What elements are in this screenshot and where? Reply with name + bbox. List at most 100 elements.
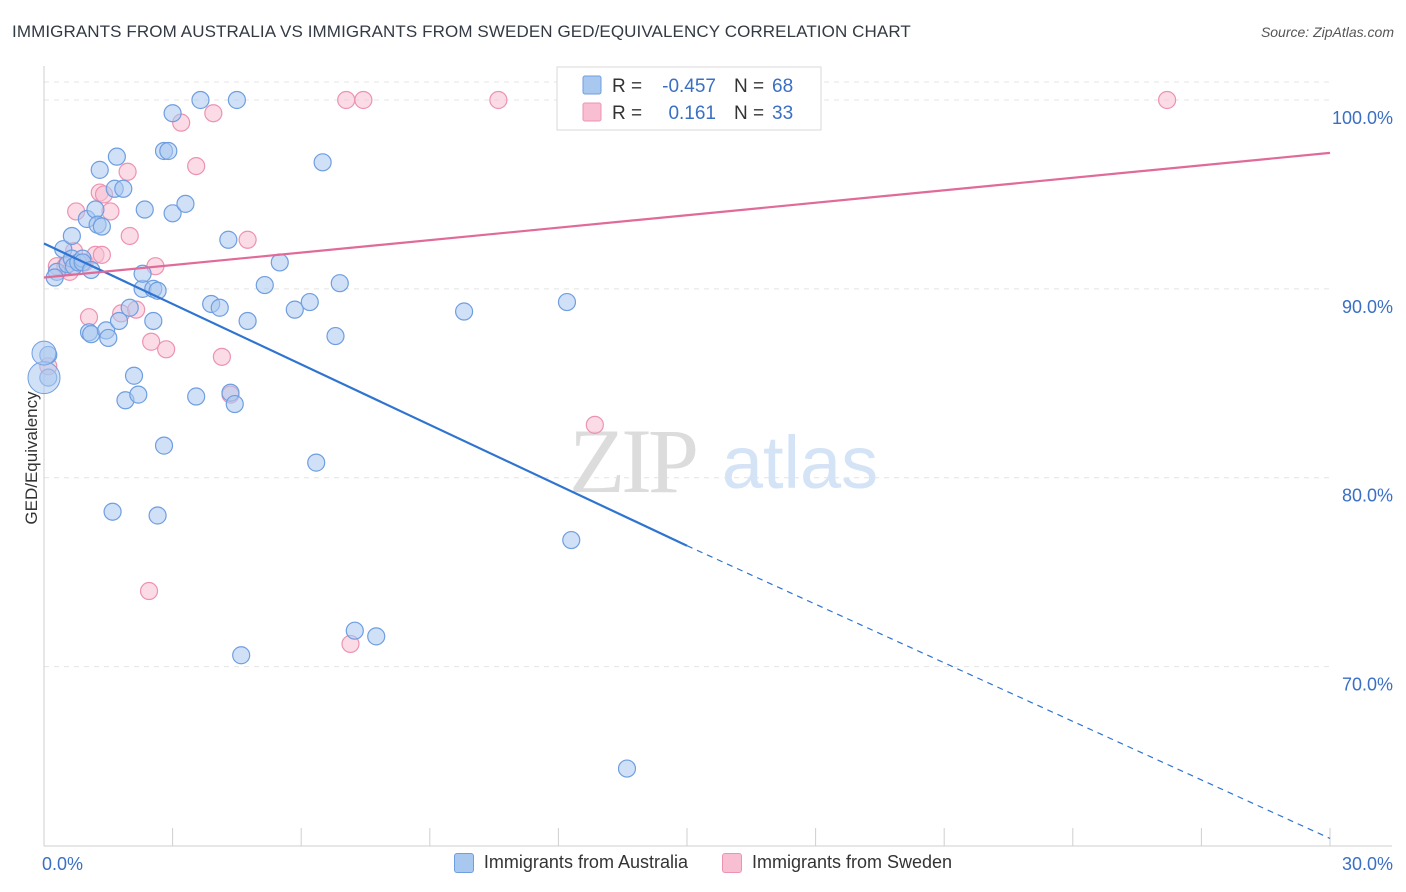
- australia-point: [154, 436, 174, 455]
- australia-point: [617, 759, 637, 778]
- australia-points: [27, 90, 637, 778]
- x-tick-label-max: 30.0%: [1342, 854, 1393, 874]
- sweden-point: [120, 226, 139, 246]
- sweden-point: [212, 347, 231, 366]
- australia-point: [238, 311, 257, 331]
- australia-point: [129, 385, 148, 404]
- australia-point: [227, 90, 246, 110]
- legend-swatch-sweden-bottom: [721, 852, 742, 873]
- sweden-point: [204, 104, 223, 123]
- australia-point: [225, 394, 244, 414]
- australia-point: [27, 361, 61, 395]
- australia-trend-line: [43, 242, 688, 547]
- australia-point: [86, 200, 105, 219]
- australia-point: [62, 226, 81, 246]
- sweden-point: [92, 245, 111, 264]
- australia-point: [557, 292, 577, 312]
- sweden-trend-line: [43, 151, 1331, 279]
- australia-trend-extension: [686, 545, 1331, 839]
- legend-r-label-2: R =: [612, 103, 642, 124]
- australia-point: [454, 302, 474, 321]
- australia-point: [367, 627, 386, 646]
- australia-point: [232, 646, 251, 665]
- y-tick-label: 70.0%: [1342, 675, 1393, 695]
- sweden-points: [39, 90, 1177, 654]
- sweden-point: [489, 90, 508, 110]
- sweden-point: [585, 415, 604, 434]
- legend-swatch-sweden: [582, 102, 602, 122]
- australia-point: [103, 502, 122, 521]
- australia-point: [148, 506, 167, 525]
- y-axis-label: GED/Equivalency: [22, 391, 41, 525]
- australia-point: [285, 300, 304, 319]
- legend-n-value-1: 68: [772, 76, 793, 97]
- x-tick-label-min: 0.0%: [42, 854, 83, 874]
- australia-point: [31, 340, 57, 366]
- australia-point: [313, 153, 332, 172]
- australia-point: [300, 292, 319, 312]
- australia-point: [133, 264, 152, 283]
- legend-item-australia[interactable]: Immigrants from Australia: [453, 852, 688, 873]
- australia-point: [562, 530, 581, 550]
- trend-lines: [43, 151, 1331, 839]
- y-tick-labels: 70.0% 80.0% 90.0% 100.0%: [1332, 108, 1393, 695]
- legend-r-label-1: R =: [612, 76, 642, 97]
- australia-point: [345, 621, 364, 640]
- axes: [43, 66, 1392, 847]
- australia-point: [187, 387, 206, 406]
- sweden-point: [101, 202, 120, 221]
- australia-point: [219, 230, 238, 249]
- australia-point: [163, 204, 182, 223]
- australia-point: [191, 90, 210, 110]
- sweden-point: [139, 581, 159, 601]
- legend-n-value-2: 33: [772, 103, 793, 124]
- sweden-point: [157, 340, 176, 359]
- sweden-point: [142, 332, 161, 351]
- australia-point: [114, 179, 133, 198]
- australia-point: [255, 275, 274, 295]
- legend-swatch-australia-bottom: [453, 852, 474, 873]
- gridlines: [44, 81, 1330, 668]
- legend-n-label-1: N =: [734, 76, 764, 97]
- australia-point: [124, 366, 144, 385]
- australia-point: [120, 298, 139, 317]
- watermark: ZIP atlas: [569, 410, 878, 512]
- sweden-point: [354, 90, 373, 110]
- legend-r-value-2: 0.161: [668, 103, 716, 124]
- australia-point: [109, 311, 129, 331]
- legend-label-australia: Immigrants from Australia: [483, 852, 688, 872]
- australia-point: [135, 200, 154, 219]
- legend-label-sweden: Immigrants from Sweden: [751, 852, 953, 872]
- australia-point: [82, 325, 101, 344]
- australia-point: [163, 104, 182, 123]
- sweden-point: [1158, 90, 1177, 110]
- australia-point: [326, 326, 345, 346]
- legend-n-label-2: N =: [734, 103, 764, 124]
- source-label: Source: ZipAtlas.com: [1260, 24, 1394, 40]
- australia-point: [92, 217, 111, 236]
- y-tick-label: 100.0%: [1332, 108, 1393, 128]
- sweden-point: [238, 230, 257, 249]
- australia-point: [270, 253, 289, 272]
- australia-point: [307, 453, 326, 472]
- legend-item-sweden[interactable]: Immigrants from Sweden: [721, 852, 953, 873]
- australia-point: [144, 311, 163, 331]
- australia-point: [330, 274, 349, 293]
- australia-point: [99, 328, 118, 348]
- sweden-point: [118, 162, 137, 181]
- series-legend: Immigrants from Australia Immigrants fro…: [0, 852, 1406, 873]
- australia-point: [210, 298, 229, 317]
- correlation-legend: R = -0.457 N = 68 R = 0.161 N = 33: [556, 66, 822, 131]
- legend-r-value-1: -0.457: [662, 76, 716, 97]
- sweden-point: [337, 90, 356, 110]
- y-tick-label: 90.0%: [1342, 297, 1393, 317]
- sweden-point: [187, 156, 206, 176]
- chart-title: IMMIGRANTS FROM AUSTRALIA VS IMMIGRANTS …: [12, 22, 911, 41]
- australia-point: [159, 141, 178, 161]
- sweden-point: [79, 308, 99, 327]
- australia-point: [176, 194, 195, 213]
- australia-point: [90, 160, 109, 179]
- legend-swatch-australia: [582, 75, 602, 95]
- australia-point: [107, 147, 126, 166]
